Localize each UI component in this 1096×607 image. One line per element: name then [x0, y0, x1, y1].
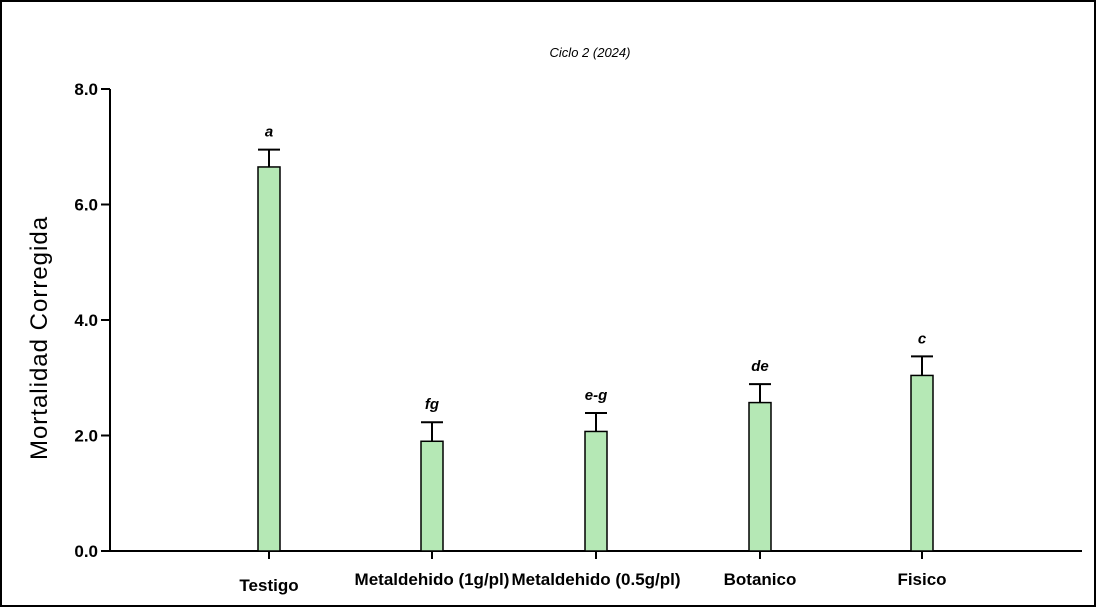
- chart-title: Ciclo 2 (2024): [550, 45, 631, 60]
- y-tick-label: 6.0: [74, 196, 98, 215]
- y-tick-label: 0.0: [74, 542, 98, 561]
- bar: [257, 166, 281, 552]
- x-category-label: Fisico: [897, 570, 946, 589]
- y-tick-label: 2.0: [74, 427, 98, 446]
- significance-letter: fg: [425, 396, 439, 413]
- significance-letter: c: [918, 330, 927, 347]
- significance-letter: de: [751, 358, 769, 375]
- significance-letter: e-g: [585, 387, 608, 404]
- x-category-label: Testigo: [239, 576, 298, 595]
- bar: [910, 374, 934, 552]
- bar: [748, 401, 772, 552]
- bar: [584, 430, 608, 552]
- plot-area: 0.0 2.0 4.0 6.0 8.0 Testigo a Metaldehido (1g/p…: [74, 80, 1082, 595]
- x-category-label: Metaldehido (0.5g/pl): [511, 570, 680, 589]
- x-category-label: Botanico: [724, 570, 797, 589]
- y-axis-label: Mortalidad Corregida: [26, 216, 53, 460]
- y-tick-label: 4.0: [74, 311, 98, 330]
- x-category-label: Metaldehido (1g/pl): [355, 570, 510, 589]
- y-tick-label: 8.0: [74, 80, 98, 99]
- bar: [420, 440, 444, 552]
- significance-letter: a: [265, 124, 273, 141]
